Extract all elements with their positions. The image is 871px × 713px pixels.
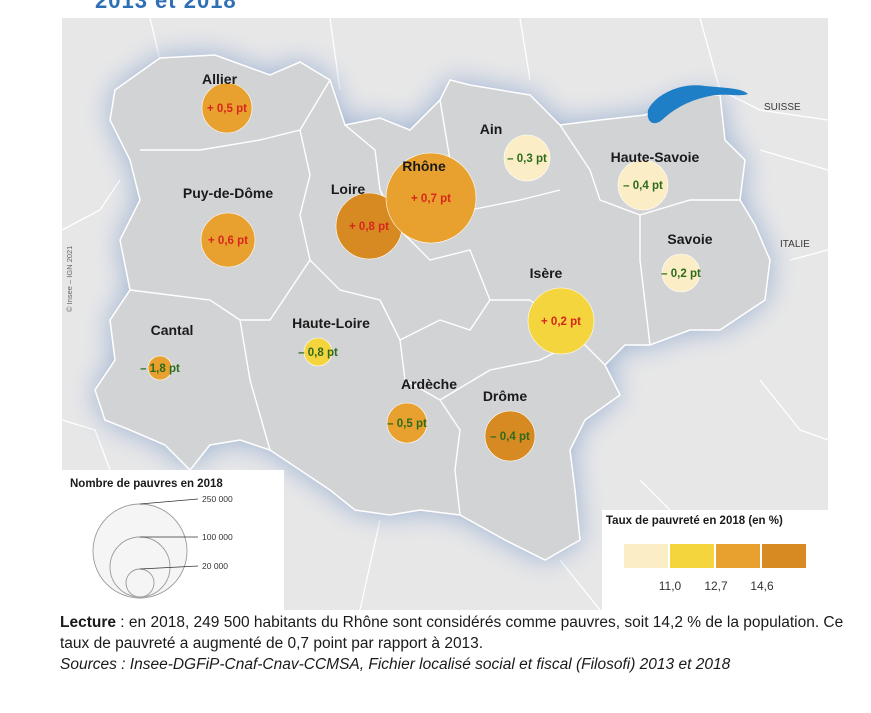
dept-change-puy-de-d-me: + 0,6 pt — [208, 235, 248, 247]
department-circles — [147, 82, 701, 462]
dept-change-allier: + 0,5 pt — [207, 103, 247, 115]
circle-is-re — [527, 287, 595, 355]
label-italie: ITALIE — [780, 239, 810, 250]
dept-name-ain: Ain — [480, 121, 503, 137]
dept-name-dr-me: Drôme — [483, 388, 528, 404]
circle-savoie — [661, 253, 701, 293]
circle-haute-loire — [303, 337, 333, 367]
dept-name-is-re: Isère — [530, 265, 563, 281]
dept-name-rh-ne: Rhône — [402, 158, 446, 174]
color-break-1: 11,0 — [659, 579, 682, 593]
color-break-2: 12,7 — [704, 579, 728, 593]
color-swatch-4 — [762, 544, 806, 568]
lecture-label: Lecture — [60, 614, 116, 631]
dept-change-savoie: – 0,2 pt — [661, 268, 701, 280]
circle-puy-de-d-me — [200, 212, 256, 268]
dept-change-is-re: + 0,2 pt — [541, 316, 581, 328]
region-fill — [94, 54, 771, 561]
dept-name-allier: Allier — [202, 71, 238, 87]
dept-change-haute-savoie: – 0,4 pt — [623, 180, 663, 192]
size-legend-value-3: 20 000 — [202, 561, 228, 571]
dept-change-loire: + 0,8 pt — [349, 221, 389, 233]
size-legend-title: Nombre de pauvres en 2018 — [70, 478, 223, 490]
dept-name-puy-de-d-me: Puy-de-Dôme — [183, 185, 273, 201]
dept-name-cantal: Cantal — [151, 322, 194, 338]
dept-name-savoie: Savoie — [667, 231, 712, 247]
poverty-map: SUISSE ITALIE © Insee – IGN 2021 Allier +… — [62, 18, 828, 610]
lake-geneva — [647, 85, 748, 124]
color-swatch-2 — [670, 544, 714, 568]
dept-change-rh-ne: + 0,7 pt — [411, 193, 451, 205]
map-credit: © Insee – IGN 2021 — [65, 246, 74, 312]
dept-change-ain: – 0,3 pt — [507, 153, 547, 165]
dept-name-ard-che: Ardèche — [401, 376, 457, 392]
circle-cantal — [147, 355, 173, 381]
sources-line: Sources : Insee-DGFiP-Cnaf-Cnav-CCMSA, F… — [60, 656, 731, 673]
color-legend-title: Taux de pauvreté en 2018 (en %) — [606, 515, 783, 527]
dept-change-dr-me: – 0,4 pt — [490, 431, 530, 443]
circle-ard-che — [386, 402, 428, 444]
dept-change-cantal: – 1,8 pt — [140, 363, 180, 375]
circle-ain — [503, 134, 551, 182]
size-legend: Nombre de pauvres en 2018 250 000 100 00… — [62, 470, 284, 610]
color-break-3: 14,6 — [750, 579, 774, 593]
color-swatch-3 — [716, 544, 760, 568]
size-legend-value-1: 250 000 — [202, 494, 233, 504]
size-circle-20000 — [125, 568, 155, 598]
caption: Lecture : en 2018, 249 500 habitants du … — [60, 612, 850, 675]
dept-name-haute-savoie: Haute-Savoie — [611, 149, 700, 165]
dept-change-haute-loire: – 0,8 pt — [298, 347, 338, 359]
department-labels: Allier + 0,5 pt Puy-de-Dôme + 0,6 pt Cantal –… — [140, 71, 713, 443]
dept-change-ard-che: – 0,5 pt — [387, 418, 427, 430]
color-legend: Taux de pauvreté en 2018 (en %) 11,0 12,… — [602, 510, 828, 610]
circle-rh-ne — [385, 152, 477, 244]
label-suisse: SUISSE — [764, 102, 801, 113]
circle-haute-savoie — [617, 159, 669, 211]
dept-name-haute-loire: Haute-Loire — [292, 315, 370, 331]
map-title-fragment: 2013 et 2018 — [95, 0, 237, 13]
lecture-text: : en 2018, 249 500 habitants du Rhône so… — [60, 614, 844, 652]
lecture-paragraph: Lecture : en 2018, 249 500 habitants du … — [60, 612, 850, 654]
color-swatch-1 — [624, 544, 668, 568]
circle-dr-me — [484, 410, 536, 462]
dept-name-loire: Loire — [331, 181, 365, 197]
circle-allier — [201, 82, 253, 134]
size-legend-value-2: 100 000 — [202, 532, 233, 542]
